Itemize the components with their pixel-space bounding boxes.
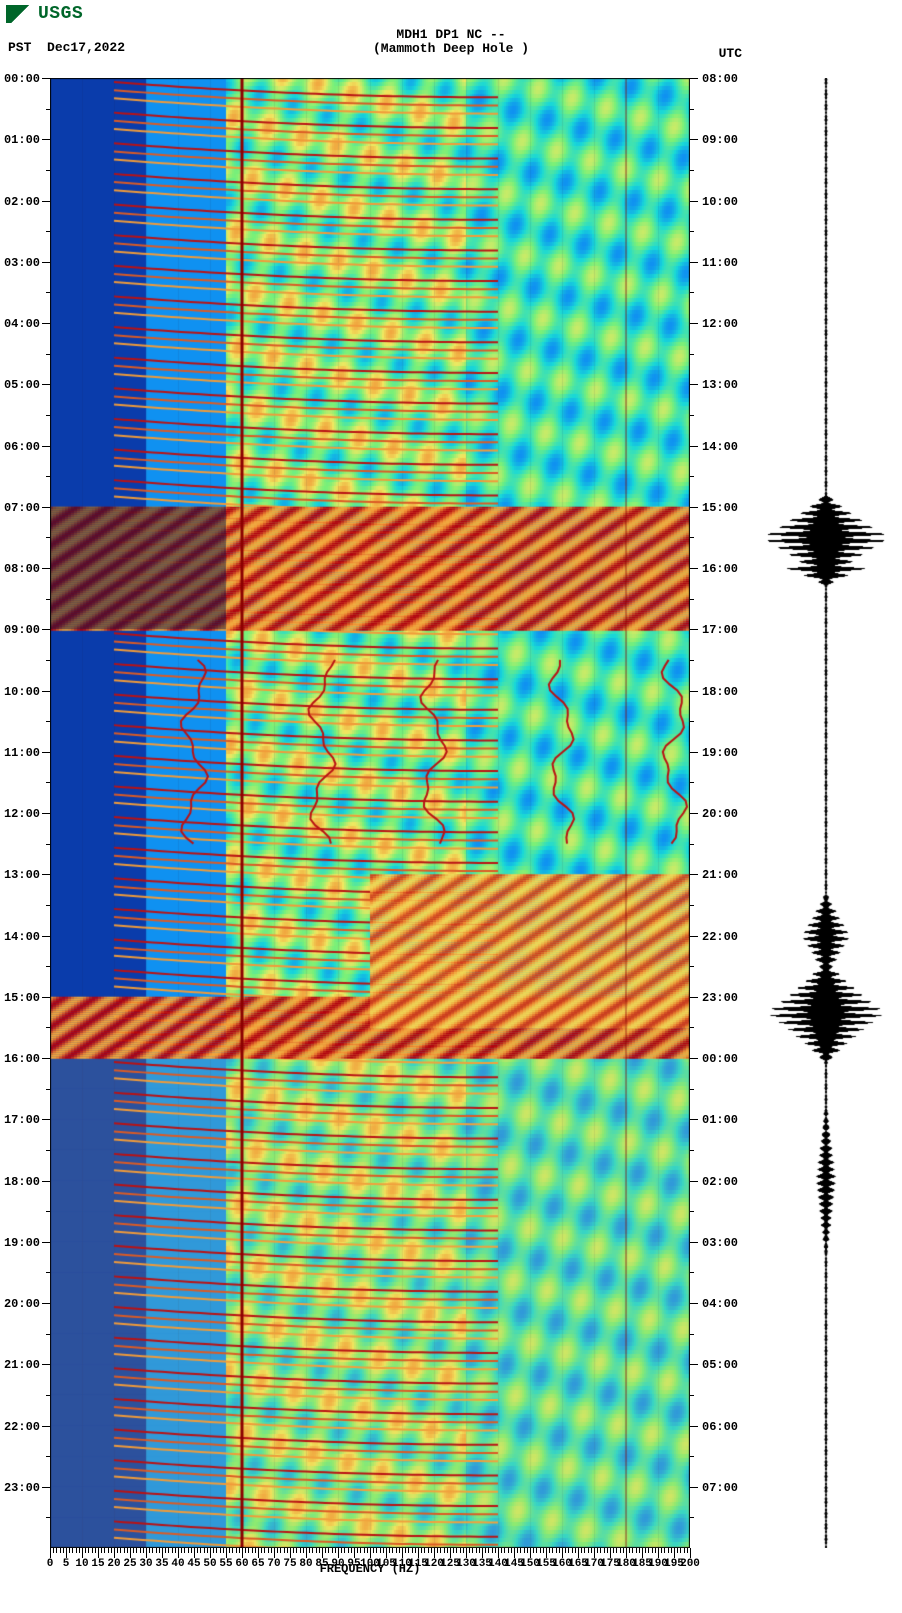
utc-hour-label: 07:00 <box>702 1481 738 1495</box>
x-axis-label: FREQUENCY (HZ) <box>50 1562 690 1576</box>
station-line1: MDH1 DP1 NC -- <box>0 28 902 42</box>
utc-hour-label: 10:00 <box>702 195 738 209</box>
utc-hour-label: 13:00 <box>702 378 738 392</box>
usgs-logo: USGS <box>6 4 83 24</box>
pst-hour-label: 18:00 <box>4 1175 40 1189</box>
utc-hour-label: 20:00 <box>702 807 738 821</box>
utc-hour-label: 11:00 <box>702 256 738 270</box>
pst-hour-label: 22:00 <box>4 1420 40 1434</box>
usgs-logo-text: USGS <box>38 4 83 24</box>
pst-hour-label: 19:00 <box>4 1236 40 1250</box>
pst-hour-label: 16:00 <box>4 1052 40 1066</box>
usgs-logo-icon <box>6 5 34 23</box>
spectrogram-plot <box>50 78 690 1548</box>
page-root: USGS PST Dec17,2022 MDH1 DP1 NC -- (Mamm… <box>0 0 902 1613</box>
utc-hour-label: 04:00 <box>702 1297 738 1311</box>
pst-hour-label: 09:00 <box>4 623 40 637</box>
station-line2: (Mammoth Deep Hole ) <box>0 42 902 56</box>
pst-hour-label: 23:00 <box>4 1481 40 1495</box>
pst-hour-label: 13:00 <box>4 868 40 882</box>
utc-hour-label: 16:00 <box>702 562 738 576</box>
pst-hour-label: 00:00 <box>4 72 40 86</box>
pst-hour-label: 01:00 <box>4 133 40 147</box>
pst-hour-label: 06:00 <box>4 440 40 454</box>
utc-hour-label: 01:00 <box>702 1113 738 1127</box>
pst-hour-label: 07:00 <box>4 501 40 515</box>
pst-hour-label: 14:00 <box>4 930 40 944</box>
y-axis-left-pst: 00:0001:0002:0003:0004:0005:0006:0007:00… <box>0 78 50 1548</box>
pst-hour-label: 20:00 <box>4 1297 40 1311</box>
pst-hour-label: 17:00 <box>4 1113 40 1127</box>
utc-hour-label: 05:00 <box>702 1358 738 1372</box>
waveform-canvas <box>756 78 896 1548</box>
utc-hour-label: 19:00 <box>702 746 738 760</box>
tz-right-label: UTC <box>719 46 742 61</box>
utc-hour-label: 03:00 <box>702 1236 738 1250</box>
utc-hour-label: 02:00 <box>702 1175 738 1189</box>
pst-hour-label: 02:00 <box>4 195 40 209</box>
utc-hour-label: 08:00 <box>702 72 738 86</box>
waveform-panel <box>756 78 896 1548</box>
pst-hour-label: 10:00 <box>4 685 40 699</box>
utc-hour-label: 00:00 <box>702 1052 738 1066</box>
utc-hour-label: 12:00 <box>702 317 738 331</box>
pst-hour-label: 21:00 <box>4 1358 40 1372</box>
utc-hour-label: 09:00 <box>702 133 738 147</box>
utc-hour-label: 22:00 <box>702 930 738 944</box>
y-axis-right-utc: 08:0009:0010:0011:0012:0013:0014:0015:00… <box>690 78 752 1548</box>
utc-hour-label: 14:00 <box>702 440 738 454</box>
pst-hour-label: 03:00 <box>4 256 40 270</box>
spectrogram-canvas <box>50 78 690 1548</box>
utc-hour-label: 18:00 <box>702 685 738 699</box>
header-right: UTC <box>719 46 742 61</box>
pst-hour-label: 12:00 <box>4 807 40 821</box>
pst-hour-label: 05:00 <box>4 378 40 392</box>
pst-hour-label: 11:00 <box>4 746 40 760</box>
header-center: MDH1 DP1 NC -- (Mammoth Deep Hole ) <box>0 28 902 56</box>
pst-hour-label: 04:00 <box>4 317 40 331</box>
pst-hour-label: 08:00 <box>4 562 40 576</box>
utc-hour-label: 15:00 <box>702 501 738 515</box>
utc-hour-label: 17:00 <box>702 623 738 637</box>
utc-hour-label: 21:00 <box>702 868 738 882</box>
utc-hour-label: 23:00 <box>702 991 738 1005</box>
pst-hour-label: 15:00 <box>4 991 40 1005</box>
utc-hour-label: 06:00 <box>702 1420 738 1434</box>
